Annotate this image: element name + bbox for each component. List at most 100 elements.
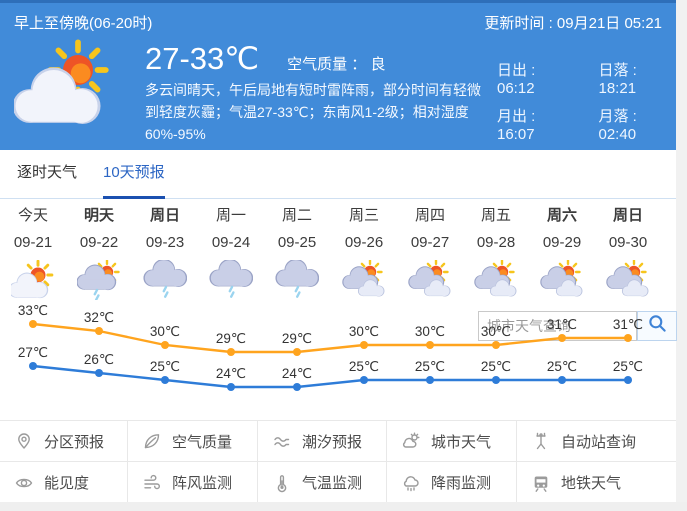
quick-link-label: 潮汐预报: [302, 433, 363, 451]
high-temp-point: [227, 348, 235, 356]
temperature-chart: 33℃ 32℃ 30℃ 29℃ 29℃ 30℃ 30℃ 30℃ 31℃ 31℃ 27℃ 26℃ 25℃ 2…: [18, 303, 643, 391]
current-weather-icon: [12, 39, 126, 140]
low-temp-point: [29, 362, 37, 370]
high-temp-label: 29℃: [282, 331, 312, 346]
quick-link-train[interactable]: 地铁天气: [517, 462, 676, 503]
sun-moon-item: 月出 : 16:07: [497, 108, 536, 143]
day-name: 周六: [546, 207, 577, 224]
train-icon: [531, 473, 551, 493]
day-name: 今天: [17, 207, 48, 224]
forecast-day-09-30[interactable]: 周日 09-30: [595, 204, 661, 302]
low-temp-label: 25℃: [547, 359, 577, 374]
high-temp-label: 33℃: [18, 303, 48, 318]
high-temp-point: [492, 341, 500, 349]
day-date: 09-21: [13, 234, 53, 251]
forecast-day-09-22[interactable]: 明天 09-22: [66, 204, 132, 302]
high-temp-label: 31℃: [547, 317, 577, 332]
low-temp-label: 25℃: [349, 359, 379, 374]
quick-link-label: 能见度: [44, 475, 90, 492]
high-temp-point: [161, 341, 169, 349]
high-temp-point: [293, 348, 301, 356]
map-pin-icon: [14, 431, 34, 451]
sun-moon-item: 月落 : 02:40: [598, 108, 637, 143]
high-temp-label: 29℃: [216, 331, 246, 346]
day-date: 09-22: [79, 234, 119, 251]
low-temp-label: 25℃: [481, 359, 511, 374]
quick-link-label: 分区预报: [44, 433, 105, 451]
high-temp-line: [32, 322, 628, 354]
update-time-label: 更新时间 : 09月21日 05:21: [484, 15, 662, 32]
day-name: 周二: [281, 207, 312, 224]
wave-icon: [272, 431, 292, 451]
tab-bar: 逐时天气 10天预报: [0, 150, 677, 341]
sun-moon-times: 日出 : 06:12 日落 : 18:21 月出 : 16:07 月落 : 02:40: [497, 59, 676, 143]
cloud-rain-icon: [132, 258, 198, 302]
forecast-day-09-25[interactable]: 周二 09-25: [264, 204, 330, 302]
quick-link-label: 阵风监测: [172, 475, 233, 492]
forecast-day-09-24[interactable]: 周一 09-24: [198, 204, 264, 302]
search-button[interactable]: [637, 311, 677, 341]
low-temp-label: 25℃: [150, 359, 180, 374]
low-temp-point: [293, 383, 301, 391]
page-background-strip: [0, 502, 687, 511]
day-name: 周五: [480, 207, 511, 224]
quick-link-station[interactable]: 自动站查询: [517, 421, 676, 462]
cloud-rain-icon: [264, 258, 330, 302]
day-name: 周一: [215, 207, 246, 224]
tab-ten-day-forecast[interactable]: 10天预报: [103, 150, 165, 199]
wind-icon: [142, 473, 162, 493]
low-temp-line: [32, 364, 628, 389]
eye-icon: [14, 473, 34, 493]
rain-cloud-icon: [401, 473, 421, 493]
forecast-day-09-26[interactable]: 周三 09-26: [331, 204, 397, 302]
search-input[interactable]: [478, 311, 637, 341]
search-icon: [647, 313, 668, 339]
day-date: 09-30: [608, 234, 648, 251]
quick-link-label: 自动站查询: [561, 433, 637, 451]
quick-link-leaf[interactable]: 空气质量: [128, 421, 258, 462]
high-temp-label: 30℃: [415, 324, 445, 339]
quick-link-wind[interactable]: 阵风监测: [128, 462, 258, 503]
low-temp-label: 25℃: [415, 359, 445, 374]
cloud-rain-icon: [198, 258, 264, 302]
station-icon: [531, 431, 551, 451]
quick-link-label: 降雨监测: [431, 475, 492, 492]
high-temp-label: 30℃: [481, 324, 511, 339]
tab-hourly-weather[interactable]: 逐时天气: [17, 164, 78, 181]
quick-link-eye[interactable]: 能见度: [0, 462, 128, 503]
high-temp-point: [360, 341, 368, 349]
high-temp-label: 31℃: [613, 317, 643, 332]
low-temp-point: [95, 369, 103, 377]
quick-link-map-pin[interactable]: 分区预报: [0, 421, 128, 462]
quick-link-wave[interactable]: 潮汐预报: [258, 421, 387, 462]
quick-link-rain-cloud[interactable]: 降雨监测: [387, 462, 517, 503]
low-temp-point: [161, 376, 169, 384]
forecast-period-label: 早上至傍晚(06-20时): [14, 15, 153, 32]
forecast-day-09-28[interactable]: 周五 09-28: [463, 204, 529, 302]
current-weather-header: 早上至傍晚(06-20时) 更新时间 : 09月21日 05:21 27-33℃…: [0, 0, 676, 150]
low-temp-point: [360, 376, 368, 384]
low-temp-point: [624, 376, 632, 384]
quick-link-label: 气温监测: [302, 475, 363, 492]
low-temp-point: [426, 376, 434, 384]
forecast-day-09-27[interactable]: 周四 09-27: [397, 204, 463, 302]
high-temp-label: 30℃: [150, 324, 180, 339]
quick-link-city-sun[interactable]: 城市天气: [387, 421, 517, 462]
quick-link-thermometer[interactable]: 气温监测: [258, 462, 387, 503]
sun-clouds-icon: [529, 259, 595, 302]
day-date: 09-28: [476, 234, 516, 251]
day-date: 09-25: [277, 234, 317, 251]
sun-moon-item: 日落 : 18:21: [598, 62, 637, 97]
day-date: 09-23: [145, 234, 185, 251]
high-temp-point: [426, 341, 434, 349]
forecast-day-09-23[interactable]: 周日 09-23: [132, 204, 198, 302]
forecast-day-09-21[interactable]: 今天 09-21: [0, 204, 66, 302]
sun-moon-item: 日出 : 06:12: [497, 62, 536, 97]
thermometer-icon: [272, 473, 292, 493]
day-date: 09-27: [410, 234, 450, 251]
day-name: 周日: [612, 207, 643, 224]
forecast-day-09-29[interactable]: 周六 09-29: [529, 204, 595, 302]
scrollbar-gutter[interactable]: [676, 0, 687, 511]
low-temp-label: 26℃: [84, 352, 114, 367]
quick-link-label: 城市天气: [431, 433, 492, 451]
